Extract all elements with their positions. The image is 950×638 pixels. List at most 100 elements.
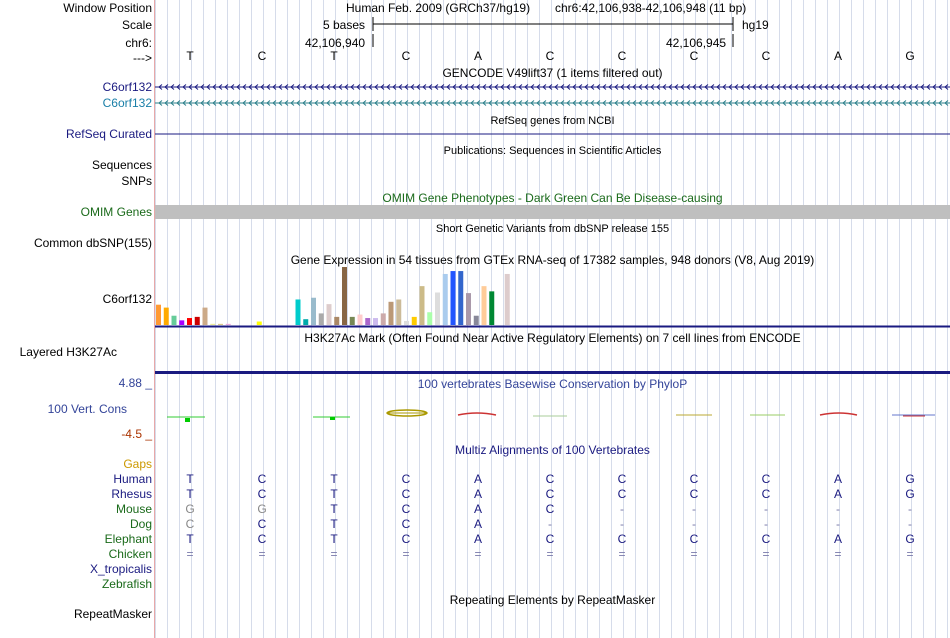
alignment-base: A	[473, 502, 482, 516]
alignment-base: C	[689, 532, 699, 546]
snps-label[interactable]: SNPs	[121, 174, 152, 188]
guide-line	[527, 0, 528, 638]
strand-chevron	[716, 100, 721, 106]
gtex-bar	[504, 273, 510, 325]
h3k27ac-label[interactable]: Layered H3K27Ac	[19, 345, 117, 359]
strand-chevron	[326, 100, 331, 106]
guide-line	[887, 0, 888, 638]
strand-chevron	[626, 84, 631, 90]
strand-chevron	[254, 100, 259, 106]
strand-chevron	[602, 100, 607, 106]
strand-chevron	[908, 84, 913, 90]
strand-chevron	[182, 84, 187, 90]
strand-chevron	[728, 84, 733, 90]
strand-chevron	[776, 84, 781, 90]
reference-base: A	[833, 49, 842, 63]
cons-label[interactable]: 100 Vert. Cons	[47, 402, 127, 416]
strand-chevron	[824, 100, 829, 106]
gtex-bar	[435, 292, 440, 325]
publications-title[interactable]: Publications: Sequences in Scientific Ar…	[443, 145, 662, 157]
gencode-title[interactable]: GENCODE V49lift37 (1 items filtered out)	[442, 66, 663, 80]
strand-chevron	[212, 100, 217, 106]
gtex-bar	[295, 299, 301, 325]
dbsnp-label[interactable]: Common dbSNP(155)	[33, 236, 152, 250]
strand-chevron	[338, 84, 343, 90]
omim-title[interactable]: OMIM Gene Phenotypes - Dark Green Can Be…	[382, 191, 723, 205]
gene-2-chevrons	[158, 100, 949, 106]
strand-chevron	[332, 84, 337, 90]
strand-chevron	[680, 84, 685, 90]
strand-chevron	[866, 84, 871, 90]
strand-chevron	[650, 84, 655, 90]
repeatmasker-label[interactable]: RepeatMasker	[73, 607, 152, 621]
gene-label-1[interactable]: C6orf132	[102, 80, 152, 94]
ruler-tick-left: 42,106,940	[305, 36, 366, 50]
refseq-title[interactable]: RefSeq genes from NCBI	[490, 115, 615, 127]
strand-chevron	[902, 100, 907, 106]
alignment-base: C	[689, 487, 699, 501]
repeatmasker-title[interactable]: Repeating Elements by RepeatMasker	[449, 593, 656, 607]
strand-chevron	[410, 100, 415, 106]
gtex-label[interactable]: C6orf132	[102, 292, 152, 306]
track-graphics	[155, 17, 950, 422]
alignment-base: G	[905, 487, 915, 501]
h3k27ac-title[interactable]: H3K27Ac Mark (Often Found Near Active Re…	[304, 331, 801, 345]
alignment-base: -	[836, 502, 840, 516]
gtex-bar	[466, 293, 471, 325]
guide-line	[215, 0, 216, 638]
guide-line	[827, 0, 828, 638]
strand-chevron	[704, 84, 709, 90]
track-display[interactable]: Human Feb. 2009 (GRCh37/hg19) chr6:42,10…	[155, 0, 950, 638]
strand-chevron	[440, 84, 445, 90]
multiz-title[interactable]: Multiz Alignments of 100 Vertebrates	[455, 443, 650, 457]
strand-chevron	[440, 100, 445, 106]
alignment-base: C	[761, 472, 771, 486]
refseq-label[interactable]: RefSeq Curated	[65, 127, 152, 141]
alignment-base: =	[618, 547, 626, 561]
strand-chevron	[596, 84, 601, 90]
guide-line	[635, 0, 636, 638]
strand-chevron	[914, 100, 919, 106]
reference-base: C	[545, 49, 555, 63]
alignment-base: C	[257, 472, 267, 486]
strand-chevron	[230, 84, 235, 90]
dbsnp-title[interactable]: Short Genetic Variants from dbSNP releas…	[435, 223, 670, 235]
strand-chevron	[296, 84, 301, 90]
guide-line	[551, 0, 552, 638]
strand-chevron	[854, 100, 859, 106]
strand-chevron	[674, 100, 679, 106]
strand-chevron	[722, 100, 727, 106]
strand-chevron	[404, 84, 409, 90]
strand-chevron	[734, 84, 739, 90]
guide-line	[911, 0, 912, 638]
gtex-title[interactable]: Gene Expression in 54 tissues from GTEx …	[290, 253, 815, 267]
gene-label-2[interactable]: C6orf132	[102, 96, 152, 110]
strand-chevron	[872, 84, 877, 90]
strand-chevron	[500, 100, 505, 106]
omim-band	[155, 205, 950, 219]
scale-label: Scale	[121, 18, 152, 32]
gtex-bar	[318, 313, 324, 325]
alignment-base: =	[330, 547, 338, 561]
sequences-label[interactable]: Sequences	[91, 158, 152, 172]
strand-chevron	[512, 84, 517, 90]
alignment-base: C	[761, 532, 771, 546]
strand-chevron	[380, 84, 385, 90]
strand-chevron	[404, 100, 409, 106]
phylop-title[interactable]: 100 vertebrates Basewise Conservation by…	[417, 377, 688, 391]
species-label-zebrafish: Zebrafish	[101, 577, 152, 591]
strand-chevron	[476, 84, 481, 90]
guide-line	[155, 0, 156, 638]
strand-chevron	[206, 100, 211, 106]
alignment-base: C	[257, 517, 267, 531]
omim-label[interactable]: OMIM Genes	[80, 205, 152, 219]
strand-chevron	[218, 84, 223, 90]
alignment-base: -	[764, 502, 768, 516]
strand-chevron	[752, 100, 757, 106]
strand-chevron	[260, 84, 265, 90]
cons-max-label: 4.88 _	[118, 376, 152, 390]
strand-chevron	[620, 84, 625, 90]
guide-line	[347, 0, 348, 638]
strand-chevron	[548, 84, 553, 90]
strand-chevron	[218, 100, 223, 106]
